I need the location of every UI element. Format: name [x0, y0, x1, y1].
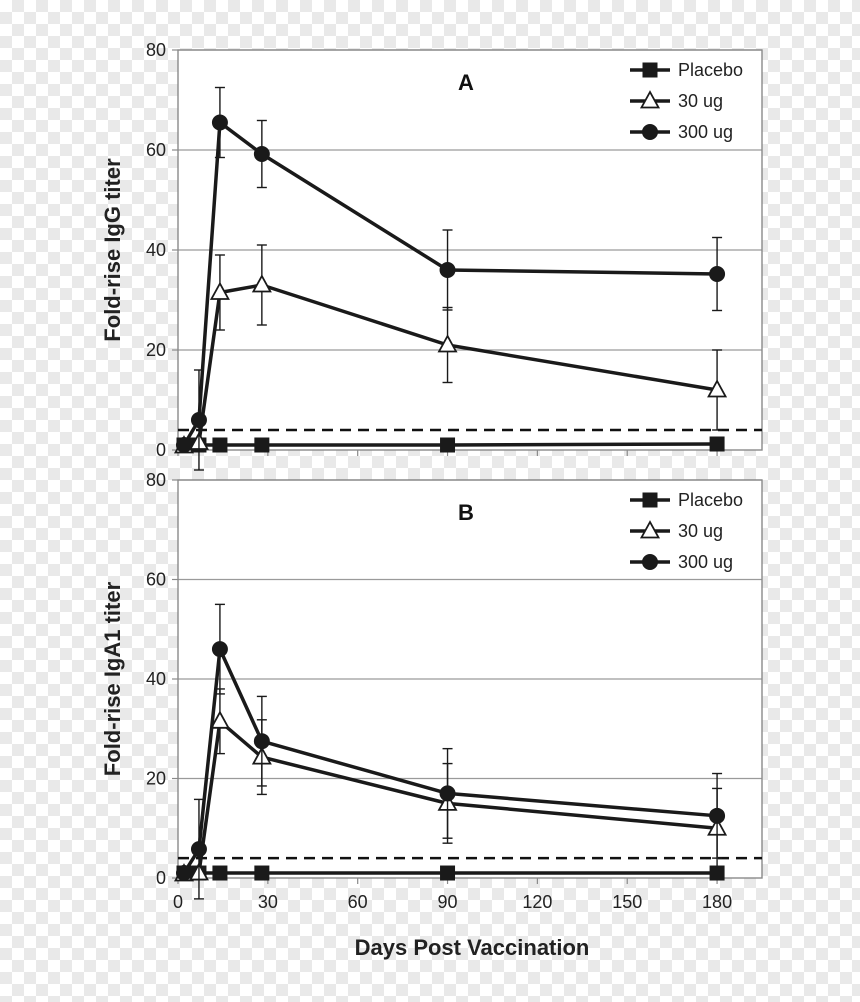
- x-tick-label: 150: [612, 892, 642, 912]
- panel-label: A: [458, 70, 474, 95]
- y-tick-label: 80: [146, 40, 166, 60]
- panel-a: 0 20 40 60 80 Fold-rise IgG titer A Placebo 30 u…: [100, 40, 763, 471]
- x-tick-label: 60: [348, 892, 368, 912]
- legend: Placebo 30 ug 300 ug: [630, 490, 743, 572]
- square-marker: [440, 865, 456, 881]
- circle-marker: [642, 124, 658, 140]
- square-marker: [642, 62, 658, 78]
- square-marker: [642, 492, 658, 508]
- y-tick-label: 40: [146, 240, 166, 260]
- y-axis-title: Fold-rise IgG titer: [100, 158, 125, 342]
- y-tick-label: 60: [146, 570, 166, 590]
- legend-label: 300 ug: [678, 122, 733, 142]
- circle-marker: [439, 262, 456, 278]
- triangle-marker: [639, 520, 661, 539]
- panel-b: 0 20 40 60 80 0 30 60 90 120 150 180 Fold-rise IgA1 …: [100, 470, 763, 912]
- circle-marker: [642, 554, 658, 570]
- y-tick-label: 0: [156, 868, 166, 888]
- circle-marker: [211, 641, 228, 658]
- y-tick-label: 80: [146, 470, 166, 490]
- x-tick-label: 120: [522, 892, 552, 912]
- legend-label: 300 ug: [678, 552, 733, 572]
- square-marker: [254, 865, 270, 881]
- square-marker: [212, 437, 228, 453]
- x-tick-label: 90: [438, 892, 458, 912]
- legend: Placebo 30 ug 300 ug: [630, 60, 743, 142]
- square-marker: [440, 437, 456, 453]
- square-marker: [254, 437, 270, 453]
- square-marker: [709, 436, 725, 452]
- triangle-marker: [437, 334, 458, 353]
- y-tick-label: 0: [156, 440, 166, 460]
- panel-label: B: [458, 500, 474, 525]
- plot-frame: [177, 479, 763, 879]
- circle-marker: [253, 146, 270, 162]
- legend-label: 30 ug: [678, 91, 723, 111]
- x-tick-label: 30: [258, 892, 278, 912]
- triangle-marker: [707, 379, 728, 398]
- x-tick-label: 180: [702, 892, 732, 912]
- triangle-marker: [209, 281, 230, 300]
- x-tick-label: 0: [173, 892, 183, 912]
- y-tick-label: 20: [146, 769, 166, 789]
- circle-marker: [175, 437, 192, 453]
- circle-marker: [709, 266, 726, 282]
- circle-marker: [439, 785, 456, 802]
- y-tick-label: 20: [146, 340, 166, 360]
- y-tick-label: 40: [146, 669, 166, 689]
- triangle-marker: [251, 274, 272, 293]
- series-30-ug: [173, 244, 728, 454]
- triangle-marker: [639, 90, 661, 109]
- plot-frame: [177, 49, 763, 451]
- circle-marker: [211, 114, 228, 131]
- x-axis-title: Days Post Vaccination: [355, 935, 590, 960]
- y-axis-title: Fold-rise IgA1 titer: [100, 581, 125, 776]
- circle-marker: [253, 733, 270, 750]
- circle-marker: [190, 841, 207, 858]
- series-300-ug: [175, 603, 726, 900]
- triangle-marker: [209, 710, 230, 729]
- circle-marker: [709, 807, 726, 824]
- legend-label: Placebo: [678, 490, 743, 510]
- y-tick-label: 60: [146, 140, 166, 160]
- series-300-ug: [175, 86, 726, 471]
- legend-label: Placebo: [678, 60, 743, 80]
- legend-label: 30 ug: [678, 521, 723, 541]
- circle-marker: [175, 865, 192, 882]
- square-marker: [212, 865, 228, 881]
- circle-marker: [190, 412, 207, 428]
